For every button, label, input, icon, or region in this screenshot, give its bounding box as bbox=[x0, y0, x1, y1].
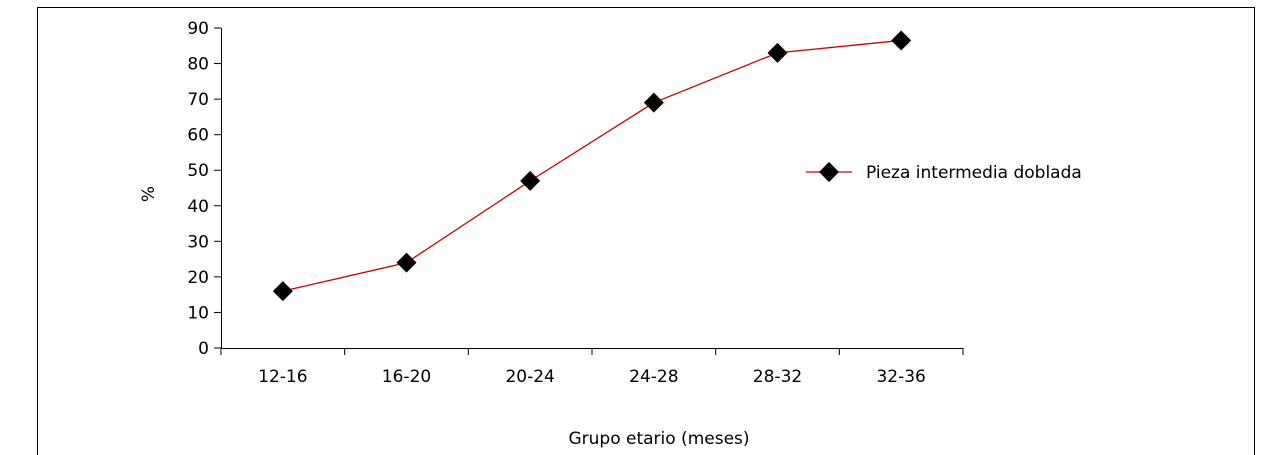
data-point-marker bbox=[891, 30, 912, 51]
x-tick-label: 24-28 bbox=[629, 367, 678, 387]
y-axis-ticks: 0 10 20 30 40 50 60 70 80 90 bbox=[187, 19, 221, 359]
y-tick-label: 40 bbox=[187, 197, 209, 217]
data-point-marker bbox=[396, 252, 417, 273]
y-tick-label: 50 bbox=[187, 161, 209, 181]
y-tick-label: 10 bbox=[187, 303, 209, 323]
y-axis-title: % bbox=[139, 186, 159, 202]
x-tick-label: 32-36 bbox=[876, 367, 925, 387]
y-tick-label: 60 bbox=[187, 126, 209, 146]
y-tick-label: 0 bbox=[198, 339, 209, 359]
x-tick-label: 12-16 bbox=[258, 367, 307, 387]
data-point-marker bbox=[272, 281, 293, 302]
data-point-marker bbox=[643, 92, 664, 113]
y-tick-label: 20 bbox=[187, 268, 209, 288]
y-tick-label: 80 bbox=[187, 55, 209, 75]
x-tick-label: 16-20 bbox=[382, 367, 431, 387]
series-line bbox=[282, 39, 902, 292]
x-tick-label: 20-24 bbox=[505, 367, 554, 387]
series-layer bbox=[272, 30, 912, 302]
y-tick-label: 90 bbox=[187, 19, 209, 39]
y-tick-label: 70 bbox=[187, 90, 209, 110]
y-tick-label: 30 bbox=[187, 232, 209, 252]
legend-label: Pieza intermedia doblada bbox=[866, 163, 1082, 183]
chart-border bbox=[37, 7, 1255, 455]
x-axis-ticks: 12-16 16-20 20-24 24-28 28-32 32-36 bbox=[220, 348, 964, 387]
legend: Pieza intermedia doblada bbox=[806, 162, 1082, 183]
x-axis-title: Grupo etario (meses) bbox=[568, 429, 749, 449]
data-point-marker bbox=[520, 170, 541, 191]
legend-diamond-marker bbox=[819, 162, 839, 182]
x-tick-label: 28-32 bbox=[753, 367, 802, 387]
data-point-marker bbox=[767, 42, 788, 63]
